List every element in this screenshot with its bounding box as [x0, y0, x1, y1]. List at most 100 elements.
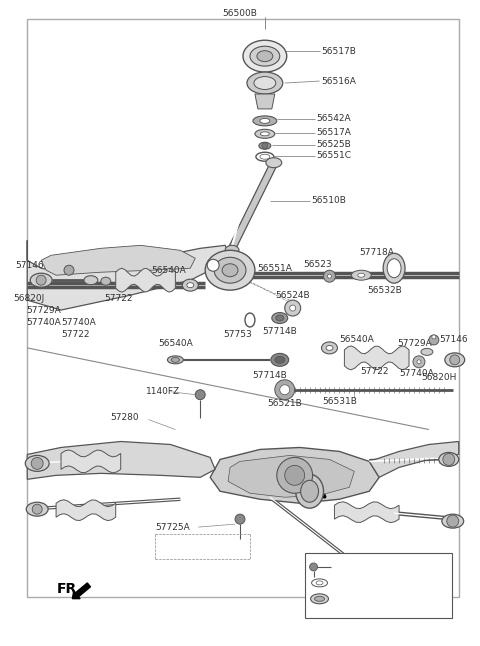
Text: 57725A: 57725A — [156, 523, 190, 532]
Ellipse shape — [205, 250, 255, 290]
Ellipse shape — [266, 158, 282, 168]
Text: 56510B: 56510B — [312, 196, 347, 205]
Ellipse shape — [326, 346, 333, 350]
Polygon shape — [228, 455, 354, 497]
Text: 57740A: 57740A — [61, 317, 96, 326]
Ellipse shape — [296, 474, 324, 508]
Circle shape — [290, 305, 296, 311]
Polygon shape — [41, 245, 195, 275]
Ellipse shape — [254, 77, 276, 90]
Ellipse shape — [271, 353, 288, 366]
Ellipse shape — [187, 283, 194, 287]
Ellipse shape — [421, 348, 433, 355]
Bar — [305, 553, 452, 618]
Circle shape — [443, 453, 455, 465]
Ellipse shape — [30, 273, 52, 287]
Text: 56540A: 56540A — [339, 335, 374, 344]
Text: 53371C: 53371C — [336, 594, 372, 603]
Circle shape — [429, 335, 439, 345]
Ellipse shape — [101, 277, 111, 285]
Text: 57753: 57753 — [224, 331, 252, 339]
Text: 56517B: 56517B — [322, 47, 357, 56]
Ellipse shape — [300, 481, 319, 502]
Text: 1140FZ: 1140FZ — [145, 387, 180, 396]
Circle shape — [277, 457, 312, 494]
Ellipse shape — [311, 594, 328, 604]
Ellipse shape — [442, 514, 464, 528]
Bar — [27, 19, 459, 597]
FancyArrow shape — [72, 583, 90, 599]
Text: 57740A: 57740A — [399, 370, 434, 379]
Ellipse shape — [351, 270, 371, 280]
Ellipse shape — [445, 353, 465, 367]
Ellipse shape — [260, 154, 270, 159]
Text: 56551C: 56551C — [316, 151, 351, 160]
Text: 56551A: 56551A — [257, 264, 292, 273]
Circle shape — [262, 143, 268, 149]
Ellipse shape — [404, 590, 424, 602]
Ellipse shape — [316, 581, 323, 585]
Ellipse shape — [25, 455, 49, 472]
Circle shape — [417, 360, 421, 364]
Text: 57722: 57722 — [61, 331, 90, 339]
Circle shape — [195, 390, 205, 400]
Polygon shape — [344, 346, 409, 370]
Ellipse shape — [247, 72, 283, 94]
Ellipse shape — [250, 47, 280, 66]
Ellipse shape — [26, 502, 48, 516]
Ellipse shape — [222, 264, 238, 276]
Polygon shape — [27, 441, 215, 479]
Circle shape — [324, 270, 336, 282]
Polygon shape — [116, 268, 175, 292]
Ellipse shape — [182, 279, 198, 291]
Text: 56517A: 56517A — [316, 129, 351, 138]
Circle shape — [285, 300, 300, 316]
Ellipse shape — [439, 452, 459, 466]
Ellipse shape — [275, 357, 285, 363]
Text: 56521B: 56521B — [267, 399, 302, 408]
Ellipse shape — [225, 245, 239, 255]
Circle shape — [280, 385, 290, 395]
Ellipse shape — [387, 259, 401, 278]
Ellipse shape — [84, 276, 98, 285]
Polygon shape — [335, 502, 399, 523]
Ellipse shape — [253, 116, 277, 126]
Ellipse shape — [272, 313, 288, 324]
Circle shape — [207, 259, 219, 271]
Circle shape — [285, 465, 305, 485]
Circle shape — [413, 356, 425, 368]
Text: 56524B: 56524B — [276, 291, 310, 300]
Text: 56531B: 56531B — [322, 397, 357, 406]
Ellipse shape — [256, 152, 274, 162]
Ellipse shape — [257, 50, 273, 61]
Ellipse shape — [214, 257, 246, 283]
Ellipse shape — [314, 596, 324, 601]
Circle shape — [235, 514, 245, 524]
Ellipse shape — [322, 342, 337, 354]
Text: FR.: FR. — [57, 582, 83, 596]
Circle shape — [450, 355, 460, 365]
Text: 57280: 57280 — [111, 413, 139, 422]
Text: 56532B: 56532B — [367, 286, 402, 295]
Text: 57146: 57146 — [439, 335, 468, 344]
Circle shape — [432, 335, 436, 339]
Polygon shape — [255, 94, 275, 109]
Circle shape — [275, 380, 295, 400]
Polygon shape — [27, 240, 230, 310]
Text: 57729A: 57729A — [397, 339, 432, 348]
Circle shape — [327, 274, 332, 278]
Ellipse shape — [383, 253, 405, 283]
Text: 1430AK: 1430AK — [336, 563, 372, 572]
Text: 56542A: 56542A — [316, 114, 351, 123]
Text: 57714B: 57714B — [263, 328, 297, 337]
Ellipse shape — [312, 579, 327, 587]
Ellipse shape — [260, 132, 269, 136]
Text: 57722: 57722 — [105, 294, 133, 302]
Circle shape — [447, 515, 459, 527]
Ellipse shape — [255, 129, 275, 138]
Polygon shape — [369, 441, 459, 477]
Text: 56516A: 56516A — [322, 76, 357, 85]
Text: 53725: 53725 — [336, 578, 365, 587]
Polygon shape — [61, 450, 120, 473]
Circle shape — [409, 591, 419, 601]
